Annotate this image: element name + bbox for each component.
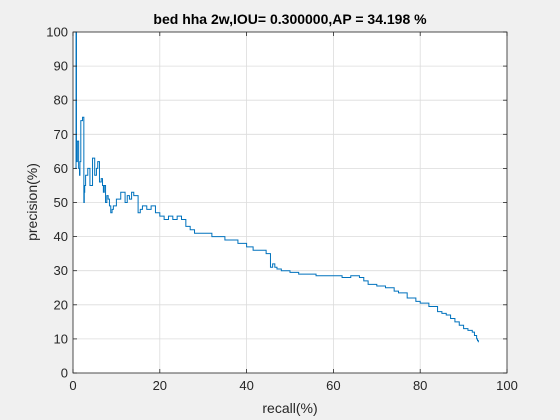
x-tick-label: 0 <box>69 378 76 393</box>
x-tick-label: 60 <box>326 378 340 393</box>
y-tick-label: 40 <box>54 229 68 244</box>
chart-title: bed hha 2w,IOU= 0.300000,AP = 34.198 % <box>153 11 427 27</box>
x-tick-label: 100 <box>496 378 518 393</box>
y-tick-label: 70 <box>54 127 68 142</box>
y-tick-label: 80 <box>54 93 68 108</box>
y-tick-label: 10 <box>54 331 68 346</box>
y-tick-label: 60 <box>54 161 68 176</box>
y-tick-label: 100 <box>46 25 68 40</box>
x-axis-ticks: 0 20 40 60 80 100 <box>69 32 518 393</box>
x-tick-label: 40 <box>239 378 253 393</box>
y-tick-label: 0 <box>61 366 68 381</box>
y-tick-label: 90 <box>54 59 68 74</box>
y-tick-label: 50 <box>54 195 68 210</box>
x-tick-label: 80 <box>413 378 427 393</box>
x-tick-label: 20 <box>153 378 167 393</box>
y-axis-label: precision(%) <box>24 163 40 241</box>
pr-curve-line <box>74 31 479 343</box>
precision-recall-series <box>74 31 479 343</box>
y-axis-ticks: 0 10 20 30 40 50 60 70 80 90 100 <box>46 25 507 381</box>
y-tick-label: 20 <box>54 297 68 312</box>
x-axis-label: recall(%) <box>262 400 317 416</box>
y-tick-label: 30 <box>54 263 68 278</box>
